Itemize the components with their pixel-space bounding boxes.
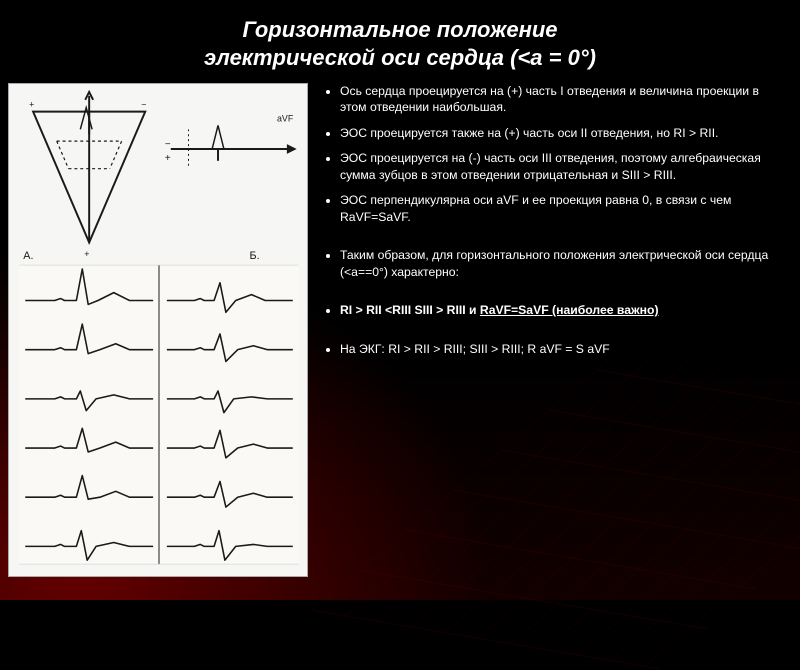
bullet-3: ЭОС проецируется на (-) часть оси III от… (340, 150, 782, 183)
spacer (340, 328, 782, 332)
svg-text:−: − (165, 139, 171, 150)
spacer (340, 289, 782, 293)
svg-text:+: + (84, 249, 89, 259)
title-line2: электрической оси сердца (<a = 0°) (204, 45, 596, 70)
panel-a-label: А. (23, 250, 33, 262)
bullet-1: Ось сердца проецируется на (+) часть I о… (340, 83, 782, 116)
ecg-figure: + − + А. aVF − + Б. (8, 83, 308, 577)
spacer (340, 234, 782, 238)
bullet-2: ЭОС проецируется также на (+) часть оси … (340, 125, 782, 141)
bullet-5: Таким образом, для горизонтального полож… (340, 247, 782, 280)
bullet-6-underline: RaVF=SaVF (наиболее важно) (480, 303, 659, 317)
slide-title: Горизонтальное положение электрической о… (0, 0, 800, 71)
avf-label: aVF (277, 113, 294, 123)
svg-text:−: − (141, 100, 146, 110)
svg-text:+: + (165, 153, 171, 164)
figure-svg: + − + А. aVF − + Б. (15, 90, 303, 570)
bullet-4: ЭОС перпендикулярна оси aVF и ее проекци… (340, 192, 782, 225)
title-line1: Горизонтальное положение (242, 17, 557, 42)
svg-text:+: + (29, 100, 34, 110)
bullet-list: Ось сердца проецируется на (+) часть I о… (322, 83, 782, 577)
bullet-6-plain: RI > RII <RIII SIII > RIII и (340, 303, 480, 317)
bullet-6: RI > RII <RIII SIII > RIII и RaVF=SaVF (… (340, 302, 782, 318)
content-row: + − + А. aVF − + Б. (0, 71, 800, 577)
bullet-7: На ЭКГ: RI > RII > RIII; SIII > RIII; R … (340, 341, 782, 357)
panel-b-label: Б. (249, 250, 259, 262)
